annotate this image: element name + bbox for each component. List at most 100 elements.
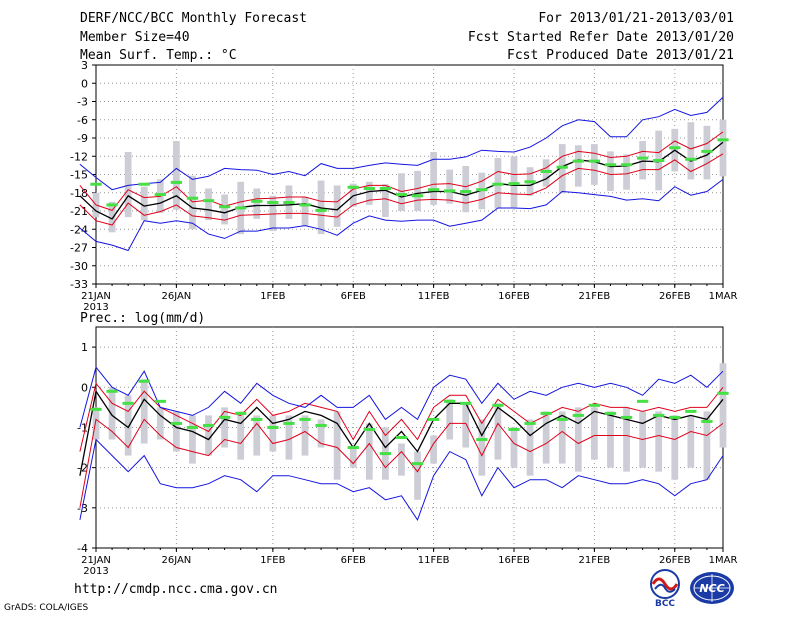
series-line-ensemble-min [79,179,724,252]
spread-box [269,415,277,452]
x-tick-label: 26FEB [659,555,691,566]
spread-box [221,407,228,448]
spread-box [237,411,245,460]
x-tick-label: 11FEB [418,291,450,302]
observed-marker [653,413,665,417]
observed-marker [572,159,584,163]
spread-box [558,411,566,464]
y-tick-label: 1 [81,341,88,354]
spread-box [542,411,550,464]
series-line-mean-sd [79,418,724,508]
spread-box [478,419,486,476]
x-tick-label: 11FEB [418,555,450,566]
spread-box [510,156,518,208]
observed-marker [170,421,183,425]
spread-box [124,395,132,456]
spread-box [430,151,437,205]
y-tick-label: 0 [81,77,88,90]
observed-marker [267,425,279,429]
observed-marker [379,186,392,190]
observed-marker [90,407,102,411]
observed-marker [202,199,215,203]
x-tick-label: 6FEB [341,291,366,302]
x-tick-label: 21FEB [579,555,611,566]
spread-box [687,415,695,468]
observed-marker [411,194,424,198]
spread-box [591,407,598,460]
grads-credit: GrADS: COLA/IGES [4,603,89,613]
spread-box [189,415,196,464]
x-tick-label: 1FEB [260,291,285,302]
observed-marker [299,203,311,207]
observed-marker [444,399,456,403]
observed-marker [267,200,279,204]
spread-box [253,188,261,219]
x-tick-label: 21FEB [579,291,611,302]
spread-box [398,443,405,476]
series-line-mean-sd [79,153,724,226]
spread-box [623,407,630,472]
observed-marker [604,411,617,415]
observed-marker [283,200,295,204]
y-tick-label: -6 [77,114,88,127]
spread-box [108,201,116,233]
spread-box [639,141,646,180]
spread-box [398,173,405,211]
observed-marker [379,452,392,456]
observed-marker [460,190,472,194]
observed-marker [363,427,375,431]
observed-marker [218,415,231,419]
observed-marker [476,438,488,442]
observed-marker [524,421,536,425]
observed-marker [218,205,231,209]
forecast-start-date: Fcst Started Refer Date 2013/01/20 [467,30,734,45]
observed-marker [717,391,729,395]
spread-box [156,407,164,440]
spread-box [140,379,148,444]
observed-marker [540,411,552,415]
forecast-period: For 2013/01/21-2013/03/01 [538,11,734,26]
x-tick-label: 6FEB [341,555,366,566]
spread-box [205,188,212,221]
y-tick-label: -33 [70,278,88,291]
spread-box [607,151,614,191]
member-size-label: Member Size=40 [80,30,190,45]
panel-temperature: 3 0 -3 -6 -9 -12 -15 -18 -21 -24 -27 -30 -3321JAN201… [70,59,737,313]
spread-box [414,451,421,500]
observed-marker [90,182,102,186]
observed-marker [395,193,408,197]
observed-marker [620,415,633,419]
y-tick-label: -21 [70,205,88,218]
spread-box [285,415,293,460]
observed-marker [717,138,729,142]
y-tick-label: -4 [77,542,88,555]
website-url[interactable]: http://cmdp.ncc.cma.gov.cn [74,582,278,597]
spread-box [108,387,116,440]
y-tick-label: -3 [77,96,88,109]
spread-box [430,435,437,464]
observed-marker [106,389,118,393]
y-tick-label: -24 [70,223,88,236]
x-tick-label: 21JAN [81,555,111,566]
spread-box [719,363,727,448]
observed-marker [154,193,166,197]
observed-marker [492,182,504,186]
spread-box [591,144,598,185]
observed-marker [251,199,263,203]
x-tick-year: 2013 [83,566,108,577]
spread-box [607,411,614,468]
spread-box [462,403,470,448]
spread-box [655,411,663,472]
observed-marker [186,425,199,429]
observed-marker [138,379,150,383]
observed-marker [540,169,552,173]
spread-box [687,122,695,180]
observed-marker [588,403,601,407]
spread-box [671,415,679,480]
observed-marker [315,208,327,212]
figure-title: DERF/NCC/BCC Monthly Forecast [80,11,307,26]
observed-marker [556,417,568,421]
spread-box [124,151,132,218]
observed-marker [669,415,681,419]
variable-label: Mean Surf. Temp.: °C [80,48,237,63]
